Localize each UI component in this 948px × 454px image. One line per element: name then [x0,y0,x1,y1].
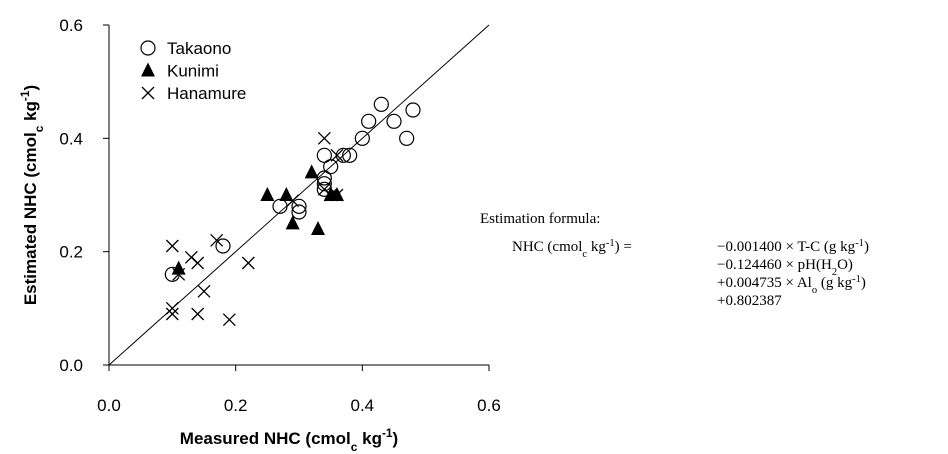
point [405,102,421,118]
x-axis-label-subscript: c [351,440,358,454]
point [272,198,288,214]
x-axis-label-superscript: -1 [382,426,393,440]
y-tick-label: 0.4 [59,129,83,148]
formula-term-part: −0.124460 × pH(H [717,257,832,273]
y-axis-label-subscript: c [32,125,46,132]
point [222,313,236,327]
x-tick-label: 0.2 [224,396,248,415]
point [330,148,344,162]
point [197,284,211,298]
point [304,164,319,179]
point [191,256,205,270]
y-axis-label-part: kg [21,101,40,126]
legend-label: Kunimi [167,62,219,81]
point [373,96,389,112]
x-tick-label: 0.4 [351,396,375,415]
point [330,188,344,202]
formula-term-subscript: 2 [832,267,837,278]
formula-term-superscript: -1 [852,274,861,285]
point [285,215,300,230]
x-axis-label: Measured NHC (cmolc kg-1) [180,426,398,454]
y-axis-label-part: ) [21,85,40,91]
point [210,233,224,247]
formula-term-part: (g kg [817,275,852,291]
y-tick-label: 0.6 [59,16,83,35]
formula-heading: Estimation formula: [480,211,600,227]
formula-term: −0.001400 × T-C (g kg-1) [717,238,869,256]
legend-label: Hanamure [167,84,246,103]
point [354,130,370,146]
x-axis-label-part: Measured NHC (cmol [180,429,351,448]
point [291,204,307,220]
point [316,147,332,163]
legend-marker [141,62,155,77]
x-axis-label-part: ) [393,429,399,448]
point [165,307,179,321]
legend-marker [141,86,155,100]
y-axis-label-part: Estimated NHC (cmol [21,132,40,305]
point [286,194,300,208]
x-tick-label: 0.0 [97,396,121,415]
formula-lhs: NHC (cmolc kg-1) = [512,238,632,260]
y-tick-label: 0.0 [59,356,83,375]
formula-lhs-part: kg [587,239,606,255]
point [323,159,339,175]
point [291,198,307,214]
point [172,267,186,281]
point [165,301,179,315]
formula-term-part: ) [861,275,866,291]
point [241,256,255,270]
formula-term: +0.004735 × Alo (g kg-1) [717,274,866,296]
formula-term-part: +0.004735 × Al [717,275,812,291]
formula-lhs-subscript: c [582,249,587,260]
point [191,307,205,321]
formula-term: −0.124460 × pH(H2O) [717,257,853,278]
point [324,188,338,202]
formula-lhs-superscript: -1 [606,238,615,249]
legend-marker [140,40,156,56]
point [215,238,231,254]
formula-term-part: ) [864,239,869,255]
point [342,147,358,163]
formula-term-superscript: -1 [855,238,864,249]
y-tick-label: 0.2 [59,243,83,262]
x-axis-label-part: kg [357,429,382,448]
point [316,176,332,192]
legend-label: Takaono [167,39,231,58]
point [386,113,402,129]
x-tick-label: 0.6 [477,396,501,415]
point [361,113,377,129]
formula-term-part: −0.001400 × T-C (g kg [717,239,856,255]
formula-lhs-part: ) = [615,239,632,255]
point [165,239,179,253]
point [317,131,331,145]
point [399,130,415,146]
formula-term-subscript: o [812,285,817,296]
point [260,187,275,201]
formula-term: +0.802387 [717,293,782,309]
formula-lhs-part: NHC (cmol [512,239,582,255]
point [311,221,325,235]
y-axis-label-superscript: -1 [18,90,32,101]
formula-term-part: +0.802387 [717,293,782,309]
formula-term-part: O) [837,257,853,273]
y-axis-label: Estimated NHC (cmolc kg-1) [18,85,46,305]
